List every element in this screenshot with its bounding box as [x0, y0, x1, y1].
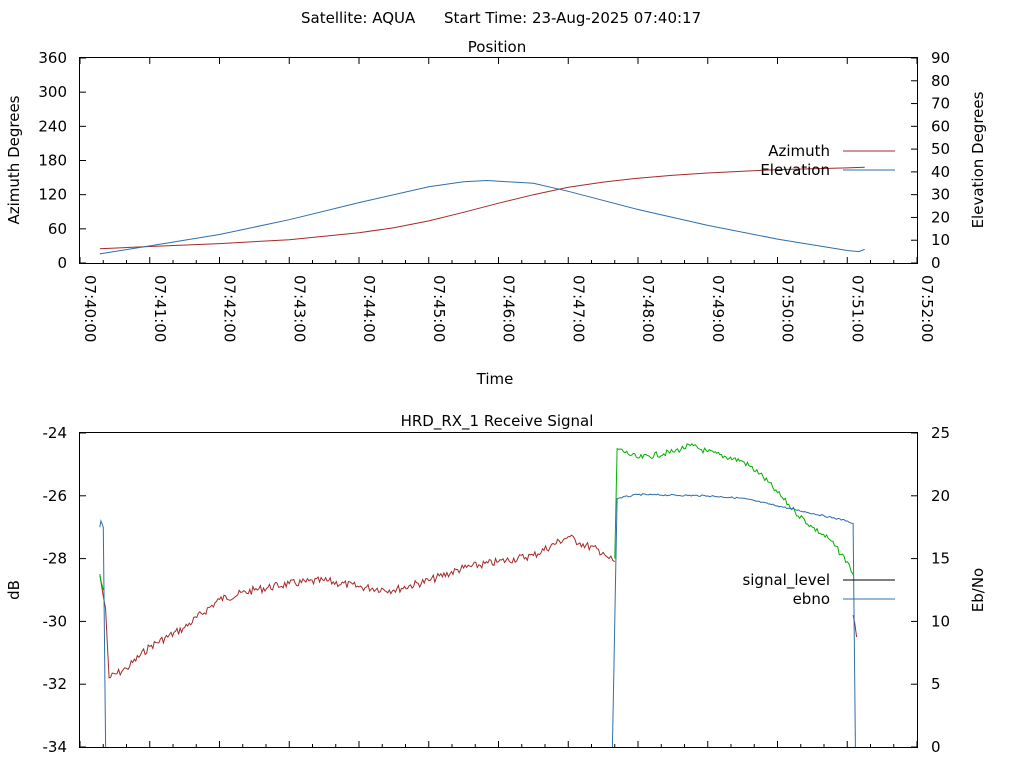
position-legend: Azimuth Elevation [760, 142, 895, 179]
legend-azimuth-label: Azimuth [768, 142, 830, 160]
elevation-tick-label: 60 [931, 117, 950, 135]
azimuth-tick-label: 120 [38, 186, 67, 204]
signal-chart-title: HRD_RX_1 Receive Signal [401, 412, 594, 431]
azimuth-tick-label: 300 [38, 83, 67, 101]
position-x-tick-label: 07:51:00 [848, 275, 866, 342]
azimuth-tick-label: 60 [48, 220, 67, 238]
elevation-tick-label: 70 [931, 95, 950, 113]
azimuth-tick-label: 360 [38, 49, 67, 67]
azimuth-tick-label: 180 [38, 152, 67, 170]
signal-plot-frame [79, 432, 918, 748]
ebno-tick-label: 10 [931, 612, 950, 630]
ebno-axis-label: Eb/No [969, 568, 987, 612]
position-x-tick-label: 07:49:00 [709, 275, 727, 342]
legend-elevation-label: Elevation [760, 161, 830, 179]
position-chart-title: Position [468, 38, 526, 56]
signal-y-ticks: -34 -32 -30 -28 -26 -24 [43, 424, 86, 756]
series-azimuth-line [99, 166, 865, 250]
position-x-tick-label: 07:48:00 [639, 275, 657, 342]
db-tick-label: -32 [43, 675, 68, 693]
time-axis-label: Time [476, 370, 514, 388]
azimuth-tick-label: 0 [57, 254, 67, 272]
series-signal_level-line [99, 534, 616, 679]
legend-signal-level-label: signal_level [742, 571, 830, 590]
elevation-tick-label: 20 [931, 208, 950, 226]
db-tick-label: -24 [43, 424, 68, 442]
satellite-label: Satellite: AQUA [301, 9, 416, 27]
receive-signal-chart: HRD_RX_1 Receive Signal -34-32-30-28-26-… [5, 412, 987, 756]
signal-series [99, 443, 858, 748]
series-ebno-line [99, 519, 107, 748]
position-x-tick-label: 07:42:00 [221, 275, 239, 342]
ebno-tick-label: 20 [931, 487, 950, 505]
position-y2-ticks: 0 10 20 30 40 50 60 70 80 90 [911, 49, 950, 272]
series-ebno-line [611, 493, 856, 748]
position-plot-frame [79, 57, 918, 264]
db-tick-label: -30 [43, 612, 68, 630]
db-tick-label: -26 [43, 487, 68, 505]
elevation-tick-label: 30 [931, 186, 950, 204]
position-x-tick-label: 07:40:00 [81, 275, 99, 342]
start-time-label: Start Time: 23-Aug-2025 07:40:17 [444, 9, 701, 27]
position-x-tick-label: 07:52:00 [918, 275, 936, 342]
position-chart: Position 07:40:00 07:41:00 07:42:00 07:43:0… [5, 38, 987, 388]
legend-ebno-label: ebno [793, 590, 830, 608]
db-tick-label: -34 [43, 738, 68, 756]
elevation-tick-label: 10 [931, 231, 950, 249]
position-x-tick-label: 07:47:00 [569, 275, 587, 342]
ebno-tick-label: 5 [931, 675, 941, 693]
position-y-ticks: 0 60 120 180 240 300 360 [38, 49, 86, 272]
ebno-tick-label: 15 [931, 550, 950, 568]
elevation-tick-label: 80 [931, 72, 950, 90]
series-elevation-line [99, 179, 865, 255]
position-x-ticks: 07:40:00 07:41:00 07:42:00 07:43:00 07:44:00… [79, 58, 936, 342]
position-x-tick-label: 07:44:00 [360, 275, 378, 342]
signal-legend: signal_level ebno [742, 571, 895, 608]
signal-x-ticks [79, 741, 918, 747]
position-x-tick-label: 07:46:00 [500, 275, 518, 342]
series-high_rate_signal-line [614, 443, 854, 575]
position-x-tick-label: 07:45:00 [430, 275, 448, 342]
elevation-tick-label: 50 [931, 140, 950, 158]
position-x-tick-label: 07:41:00 [151, 275, 169, 342]
position-x-tick-label: 07:43:00 [290, 275, 308, 342]
azimuth-tick-label: 240 [38, 117, 67, 135]
position-series [99, 166, 865, 255]
elevation-tick-label: 90 [931, 49, 950, 67]
db-axis-label: dB [5, 580, 23, 600]
ebno-tick-label: 25 [931, 424, 950, 442]
azimuth-axis-label: Azimuth Degrees [5, 95, 23, 224]
db-tick-label: -28 [43, 550, 68, 568]
ebno-tick-label: 0 [931, 738, 941, 756]
elevation-tick-label: 40 [931, 163, 950, 181]
signal-y2-ticks: 0 5 10 15 20 25 [911, 424, 950, 756]
series-high_rate_signal-line [99, 574, 104, 591]
position-x-tick-label: 07:50:00 [779, 275, 797, 342]
elevation-axis-label: Elevation Degrees [969, 91, 987, 228]
elevation-tick-label: 0 [931, 254, 941, 272]
